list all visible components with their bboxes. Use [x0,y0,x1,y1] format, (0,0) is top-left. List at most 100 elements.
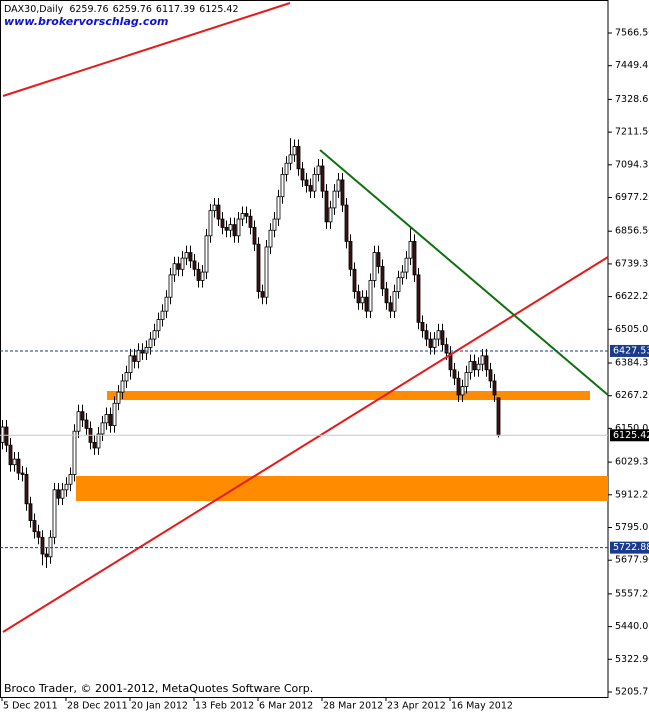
x-tick-label: 20 Jan 2012 [131,701,188,712]
candle-body [52,489,57,538]
candle-body [344,204,349,242]
candle-body [64,483,69,491]
x-tick-label: 28 Dec 2011 [67,701,128,712]
candle-body [20,472,25,475]
candle-body [300,168,305,181]
candle-body [288,154,293,164]
candle-body [136,349,141,362]
x-tick-label: 5 Dec 2011 [3,701,58,712]
level-label: 6427.53 [613,345,649,356]
candle-body [236,218,241,237]
candle-body [476,363,481,371]
candle-body [80,411,85,421]
candle-body [124,372,129,382]
candle-body [328,207,333,223]
candle-body [244,213,249,217]
trend-line [2,2,291,97]
candle-body [348,240,353,270]
candle-body [148,338,153,348]
candle-body [100,422,105,435]
candle-body [8,444,13,466]
candle-body [388,302,393,312]
candle-body [296,146,301,170]
level-label-box [610,344,649,357]
plot-frame [0,0,609,698]
candle-body [36,531,41,538]
y-tick-label: 5912.20 [615,489,649,500]
header: DAX30,Daily 6259.76 6259.76 6117.39 6125.42 [4,4,239,15]
candle-body [176,263,181,270]
candle-body [452,369,457,379]
candle-body [448,352,453,371]
candle-body [272,218,277,231]
candle-body [360,296,365,304]
candle-body [140,349,145,354]
candle-body [28,503,33,521]
candle-body [444,344,449,354]
y-tick-label: 6739.35 [615,258,649,269]
candle-body [372,252,377,281]
candle-body [224,227,229,231]
candle-body [60,489,65,499]
y-tick-label: 6150.05 [615,423,649,434]
candle-body [468,361,473,373]
y-tick-label: 5440.05 [615,621,649,632]
candle-body [260,291,265,298]
candle-body [188,252,193,262]
y-tick-label: 7449.45 [615,60,649,71]
candle-body [400,271,405,279]
ohlc-high: 6259.76 [113,4,152,15]
ohlc-close: 6125.42 [199,4,238,15]
candle-body [380,266,385,290]
candle-body [132,355,137,362]
candle-body [264,246,269,298]
candle-body [312,173,317,192]
resistance-zone [107,391,590,400]
candle-body [480,355,485,365]
candle-body [292,146,297,156]
candle-body [92,441,97,449]
candle-body [12,458,17,466]
candle-body [144,347,149,354]
candle-body [492,380,497,396]
candle-body [392,291,397,312]
footer: Broco Trader, © 2001-2012, MetaQuotes So… [4,682,313,695]
candle-body [276,196,281,220]
candle-body [204,235,209,273]
candle-body [440,330,445,346]
candle-body [160,310,165,320]
candle-body [304,179,309,186]
y-tick-label: 7211.50 [615,127,649,138]
candle-body [268,229,273,248]
candle-body [332,190,337,209]
candle-body [464,372,469,387]
candle-body [24,474,29,505]
candle-body [232,224,237,237]
candle-body [368,280,373,312]
candle-body [256,243,261,293]
candle-body [472,361,477,371]
candle-body [316,165,321,175]
candle-body [16,458,21,474]
trend-line [319,149,609,396]
y-tick-label: 5677.90 [615,555,649,566]
candle-body [340,179,345,206]
y-tick-label: 7328.65 [615,94,649,105]
candle-body [456,377,461,396]
candle-body [336,179,341,192]
y-tick-label: 5795.05 [615,522,649,533]
candle-body [116,391,121,404]
candle-body [432,338,437,348]
candle-body [436,330,441,340]
candle-body [196,268,201,281]
candle-body [128,355,133,373]
candle-body [484,355,489,371]
y-tick-label: 6384.35 [615,357,649,368]
candle-body [496,397,501,436]
candle-body [252,227,257,245]
candle-body [76,411,81,432]
candle-body [352,268,357,293]
x-tick-label: 6 Mar 2012 [259,701,313,712]
y-tick-label: 7094.35 [615,159,649,170]
